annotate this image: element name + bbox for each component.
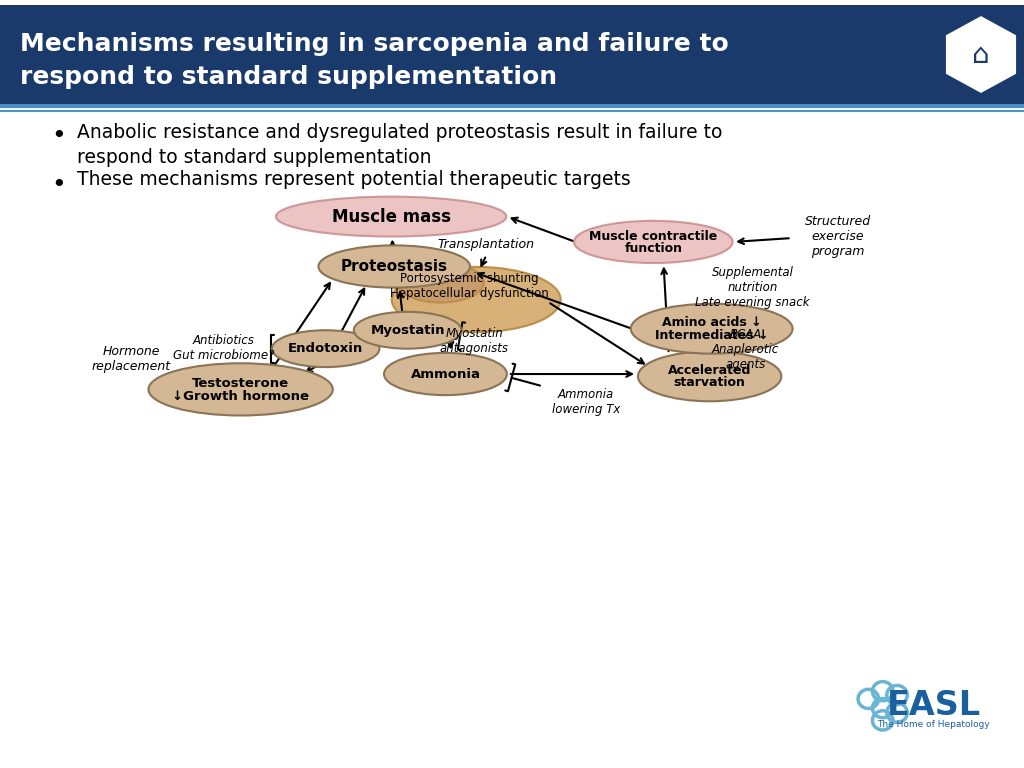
- Text: EASL: EASL: [887, 689, 981, 721]
- Polygon shape: [947, 18, 1015, 91]
- Text: •: •: [51, 124, 66, 148]
- Text: Structured
exercise
program: Structured exercise program: [805, 215, 870, 258]
- Text: Supplemental
nutrition
Late evening snack: Supplemental nutrition Late evening snac…: [695, 266, 810, 309]
- Text: Amino acids ↓: Amino acids ↓: [662, 316, 762, 329]
- Text: •: •: [51, 173, 66, 197]
- Text: function: function: [625, 242, 682, 254]
- Text: Proteostasis: Proteostasis: [341, 259, 447, 274]
- Text: Transplantation: Transplantation: [438, 238, 535, 250]
- Ellipse shape: [276, 197, 506, 237]
- FancyBboxPatch shape: [0, 5, 937, 104]
- Text: Ammonia
lowering Tx: Ammonia lowering Tx: [552, 388, 620, 415]
- Ellipse shape: [631, 304, 793, 354]
- Text: Muscle contractile: Muscle contractile: [589, 230, 718, 243]
- Text: starvation: starvation: [674, 376, 745, 389]
- Text: Intermediates ↓: Intermediates ↓: [655, 329, 768, 342]
- Text: Muscle mass: Muscle mass: [332, 207, 451, 226]
- Text: Accelerated: Accelerated: [668, 364, 752, 376]
- Text: Portosystemic shunting
Hepatocellular dysfunction: Portosystemic shunting Hepatocellular dy…: [389, 272, 549, 300]
- Text: Endotoxin: Endotoxin: [288, 343, 364, 355]
- Text: ⌂: ⌂: [972, 41, 990, 68]
- Text: Mechanisms resulting in sarcopenia and failure to: Mechanisms resulting in sarcopenia and f…: [20, 32, 729, 56]
- Text: Antibiotics
Gut microbiome?: Antibiotics Gut microbiome?: [173, 334, 273, 362]
- Text: Myostatin
antagonists: Myostatin antagonists: [439, 327, 509, 355]
- Text: Ammonia: Ammonia: [411, 368, 480, 380]
- Ellipse shape: [354, 312, 461, 349]
- Text: BCAA
Anaplerotic
agents: BCAA Anaplerotic agents: [712, 328, 779, 371]
- Text: respond to standard supplementation: respond to standard supplementation: [77, 148, 431, 167]
- Text: Anabolic resistance and dysregulated proteostasis result in failure to: Anabolic resistance and dysregulated pro…: [77, 123, 722, 142]
- Ellipse shape: [638, 352, 781, 401]
- Ellipse shape: [391, 267, 561, 332]
- Text: Myostatin: Myostatin: [371, 324, 444, 336]
- Text: ↓Growth hormone: ↓Growth hormone: [172, 390, 309, 402]
- Ellipse shape: [318, 246, 470, 288]
- Text: Testosterone: Testosterone: [193, 377, 289, 389]
- Ellipse shape: [573, 221, 733, 263]
- Ellipse shape: [148, 363, 333, 415]
- Ellipse shape: [272, 330, 379, 367]
- Text: respond to standard supplementation: respond to standard supplementation: [20, 65, 558, 89]
- Text: These mechanisms represent potential therapeutic targets: These mechanisms represent potential the…: [77, 170, 631, 190]
- FancyBboxPatch shape: [937, 5, 1024, 104]
- Text: The Home of Hepatology: The Home of Hepatology: [878, 720, 990, 729]
- Ellipse shape: [384, 353, 507, 395]
- Text: Hormone
replacement: Hormone replacement: [91, 345, 171, 372]
- Ellipse shape: [397, 263, 484, 303]
